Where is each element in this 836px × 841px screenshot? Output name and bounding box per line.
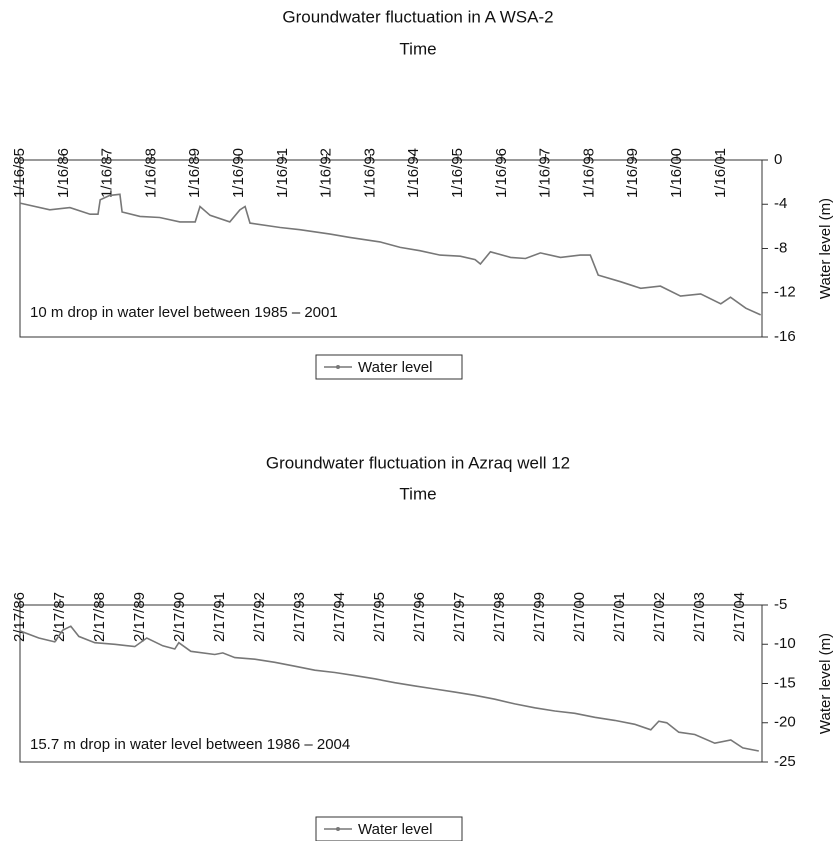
- x-tick-label: 1/16/97: [537, 148, 554, 198]
- annotation: 10 m drop in water level between 1985 – …: [30, 304, 338, 321]
- x-tick-label: 1/16/93: [361, 148, 378, 198]
- x-tick-label: 1/16/90: [230, 148, 247, 198]
- chart-title: Groundwater fluctuation in A WSA-2: [282, 7, 553, 26]
- x-tick-label: 2/17/95: [371, 592, 388, 642]
- x-tick-label: 1/16/99: [624, 148, 641, 198]
- x-tick-label: 2/17/97: [451, 592, 468, 642]
- legend-label: Water level: [358, 821, 432, 838]
- x-tick-label: 1/16/94: [405, 148, 422, 198]
- x-tick-label: 1/16/85: [11, 148, 28, 198]
- x-tick-label: 2/17/88: [91, 592, 108, 642]
- x-tick-label: 1/16/92: [318, 148, 335, 198]
- y-tick-label: -25: [774, 753, 796, 770]
- legend-label: Water level: [358, 359, 432, 376]
- y-tick-label: -8: [774, 239, 787, 256]
- x-axis-label: Time: [399, 39, 436, 58]
- x-tick-label: 1/16/98: [580, 148, 597, 198]
- x-axis-label: Time: [399, 484, 436, 503]
- legend-marker: [336, 365, 340, 369]
- x-tick-label: 1/16/89: [186, 148, 203, 198]
- annotation: 15.7 m drop in water level between 1986 …: [30, 736, 350, 753]
- x-tick-label: 2/17/89: [131, 592, 148, 642]
- x-tick-label: 2/17/02: [651, 592, 668, 642]
- x-tick-label: 1/16/01: [712, 148, 729, 198]
- x-tick-label: 2/17/96: [411, 592, 428, 642]
- x-tick-label: 2/17/91: [211, 592, 228, 642]
- x-tick-label: 1/16/95: [449, 148, 466, 198]
- x-tick-label: 2/17/93: [291, 592, 308, 642]
- chart-title: Groundwater fluctuation in Azraq well 12: [266, 453, 570, 472]
- y-tick-label: -20: [774, 714, 796, 731]
- y-tick-label: -4: [774, 195, 787, 212]
- x-tick-label: 1/16/96: [493, 148, 510, 198]
- legend-marker: [336, 827, 340, 831]
- x-tick-label: 2/17/01: [611, 592, 628, 642]
- data-line: [19, 193, 762, 316]
- y-tick-label: -16: [774, 328, 796, 345]
- y-axis-label: Water level (m): [817, 633, 834, 734]
- y-tick-label: 0: [774, 151, 782, 168]
- x-tick-label: 1/16/88: [142, 148, 159, 198]
- x-tick-label: 1/16/87: [99, 148, 116, 198]
- x-tick-label: 2/17/94: [331, 592, 348, 642]
- y-tick-label: -12: [774, 284, 796, 301]
- chart: Groundwater fluctuation in A WSA-2 Time 1/…: [11, 7, 834, 380]
- x-tick-label: 1/16/00: [668, 148, 685, 198]
- y-tick-label: -15: [774, 674, 796, 691]
- y-tick-label: -5: [774, 596, 787, 613]
- chart: Groundwater fluctuation in Azraq well 12…: [11, 453, 834, 841]
- x-tick-label: 1/16/91: [274, 148, 291, 198]
- x-tick-label: 2/17/00: [571, 592, 588, 642]
- x-tick-label: 2/17/92: [251, 592, 268, 642]
- x-tick-label: 2/17/86: [11, 592, 28, 642]
- data-line: [19, 625, 759, 752]
- x-tick-label: 2/17/03: [691, 592, 708, 642]
- x-tick-label: 2/17/90: [171, 592, 188, 642]
- y-tick-label: -10: [774, 635, 796, 652]
- x-tick-label: 2/17/04: [731, 592, 748, 642]
- x-tick-label: 1/16/86: [55, 148, 72, 198]
- x-tick-label: 2/17/98: [491, 592, 508, 642]
- y-axis-label: Water level (m): [817, 198, 834, 299]
- x-tick-label: 2/17/99: [531, 592, 548, 642]
